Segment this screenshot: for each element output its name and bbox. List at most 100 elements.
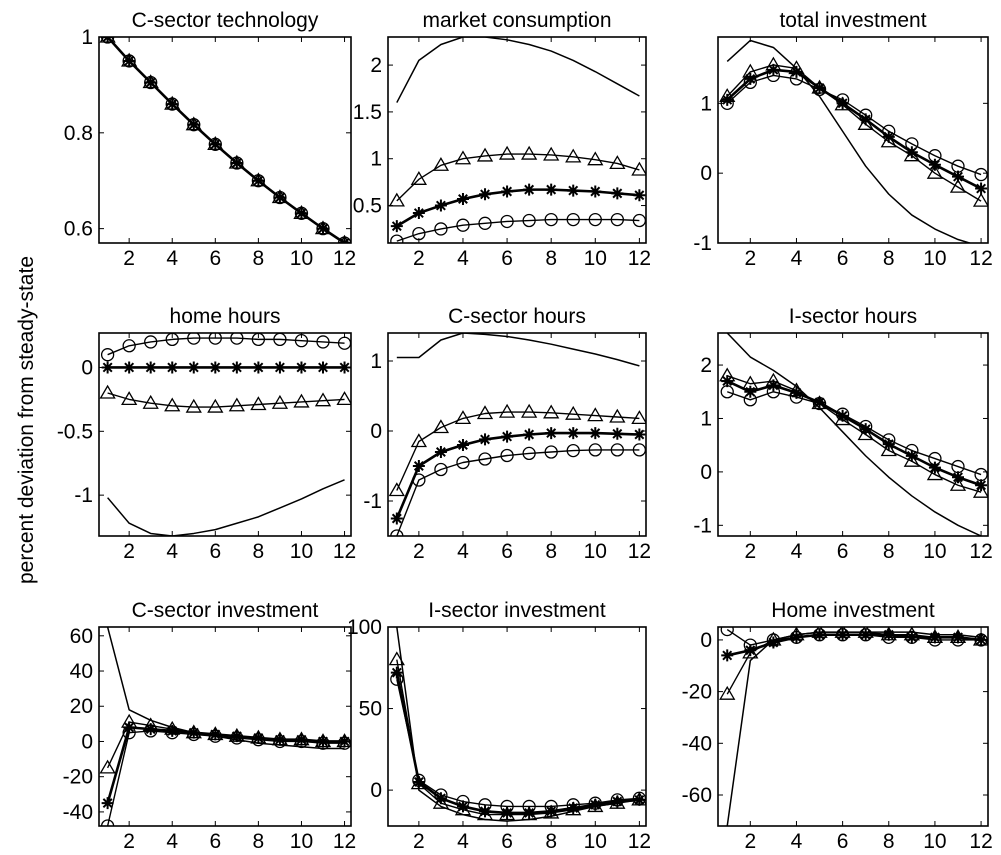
x-tick-label: 6	[837, 247, 849, 270]
y-tick-label: 0	[370, 779, 382, 802]
y-tick-label: 0	[700, 461, 712, 484]
y-tick-label: -20	[682, 681, 712, 704]
y-tick-label: 60	[70, 625, 93, 648]
x-tick-label: 6	[209, 830, 221, 853]
y-tick-label: 0.5	[353, 195, 382, 218]
data-point-star	[339, 361, 351, 373]
panel-9: Home investment2 4 6 8 10 12-60-40-200	[682, 599, 993, 853]
y-tick-label: 0	[700, 162, 712, 185]
data-point-star	[457, 439, 469, 451]
x-tick-label: 4	[791, 247, 803, 270]
data-point-star	[252, 361, 264, 373]
y-tick-label: 2	[700, 354, 712, 377]
x-tick-label: 2	[123, 830, 135, 853]
data-point-star	[145, 361, 157, 373]
data-point-star	[123, 361, 135, 373]
data-point-star	[231, 361, 243, 373]
panel-1: C-sector technology2 4 6 8 10 120.60.81	[64, 9, 356, 270]
data-point-star	[611, 187, 623, 199]
data-point-star	[567, 427, 579, 439]
x-tick-label: 4	[457, 830, 469, 853]
y-tick-label: 1	[370, 148, 382, 171]
data-point-star	[633, 189, 645, 201]
y-tick-label: -1	[74, 484, 93, 507]
x-tick-label: 10	[584, 540, 607, 563]
x-tick-label: 12	[333, 247, 356, 270]
panel-2: market consumption 2 4 6 8 10 12 0.5 1 1.5 2	[353, 9, 651, 270]
panel-title: C-sector investment	[132, 599, 319, 622]
x-tick-label: 12	[969, 247, 992, 270]
panels: C-sector technology2 4 6 8 10 120.60.81market…	[57, 9, 993, 853]
data-point-star	[209, 361, 221, 373]
x-tick-label: 12	[969, 830, 992, 853]
y-tick-label: 2	[370, 54, 382, 77]
plot-area	[718, 333, 988, 536]
x-tick-label: 10	[584, 830, 607, 853]
x-tick-label: 10	[290, 540, 313, 563]
x-tick-label: 2	[123, 247, 135, 270]
panel-title: I-sector hours	[789, 305, 917, 328]
data-point-star	[975, 183, 987, 195]
data-point-star	[102, 361, 114, 373]
data-point-star	[567, 185, 579, 197]
x-tick-label: 8	[545, 830, 557, 853]
data-point-star	[391, 220, 403, 232]
data-point-star	[633, 429, 645, 441]
data-point-star	[589, 186, 601, 198]
y-tick-label: 0.6	[64, 218, 93, 241]
y-tick-label: 0	[700, 629, 712, 652]
y-tick-label: 0	[370, 420, 382, 443]
panel-title: I-sector investment	[428, 599, 606, 622]
data-point-star	[479, 188, 491, 200]
y-tick-label: -0.5	[57, 420, 93, 443]
panel-title: home hours	[170, 305, 281, 328]
panel-title: total investment	[779, 9, 926, 32]
plot-area	[99, 333, 351, 536]
y-tick-label: -40	[682, 732, 712, 755]
data-point-star	[457, 193, 469, 205]
panel-4: home hours2 4 6 8 10 12-1-0.50	[57, 305, 356, 563]
x-tick-label: 10	[923, 540, 946, 563]
x-tick-label: 6	[501, 247, 513, 270]
panel-8: I-sector investment 2 4 6 8 10 12 0 50 100	[347, 599, 651, 853]
panel-title: C-sector technology	[132, 9, 319, 32]
data-point-star	[413, 460, 425, 472]
x-tick-label: 8	[883, 540, 895, 563]
x-tick-label: 2	[744, 540, 756, 563]
plot-area	[718, 37, 988, 243]
data-point-star	[166, 361, 178, 373]
data-point-star	[589, 427, 601, 439]
x-tick-label: 8	[545, 247, 557, 270]
x-tick-label: 2	[413, 247, 425, 270]
x-tick-label: 12	[628, 247, 651, 270]
x-tick-label: 8	[253, 540, 265, 563]
data-point-star	[501, 186, 513, 198]
data-point-star	[435, 446, 447, 458]
data-point-star	[545, 184, 557, 196]
x-tick-label: 2	[744, 830, 756, 853]
x-tick-label: 2	[744, 247, 756, 270]
data-point-star	[188, 361, 200, 373]
panel-6: I-sector hours2 4 6 8 10 12-1012	[693, 305, 992, 563]
y-tick-label: 1.5	[353, 101, 382, 124]
y-tick-label: 1	[700, 92, 712, 115]
x-tick-label: 4	[166, 247, 178, 270]
data-point-star	[274, 361, 286, 373]
panel-title: market consumption	[422, 9, 611, 32]
x-tick-label: 12	[333, 540, 356, 563]
x-tick-label: 10	[584, 247, 607, 270]
x-tick-label: 12	[333, 830, 356, 853]
x-tick-label: 4	[791, 830, 803, 853]
x-tick-label: 10	[290, 247, 313, 270]
x-tick-label: 8	[883, 830, 895, 853]
data-point-star	[611, 428, 623, 440]
x-tick-label: 10	[923, 247, 946, 270]
y-tick-label: -1	[363, 490, 382, 513]
y-tick-label: 0	[81, 356, 93, 379]
y-tick-label: -20	[63, 766, 93, 789]
x-tick-label: 2	[413, 540, 425, 563]
x-tick-label: 6	[837, 540, 849, 563]
x-tick-label: 10	[290, 830, 313, 853]
data-point-star	[317, 361, 329, 373]
x-tick-label: 6	[209, 540, 221, 563]
